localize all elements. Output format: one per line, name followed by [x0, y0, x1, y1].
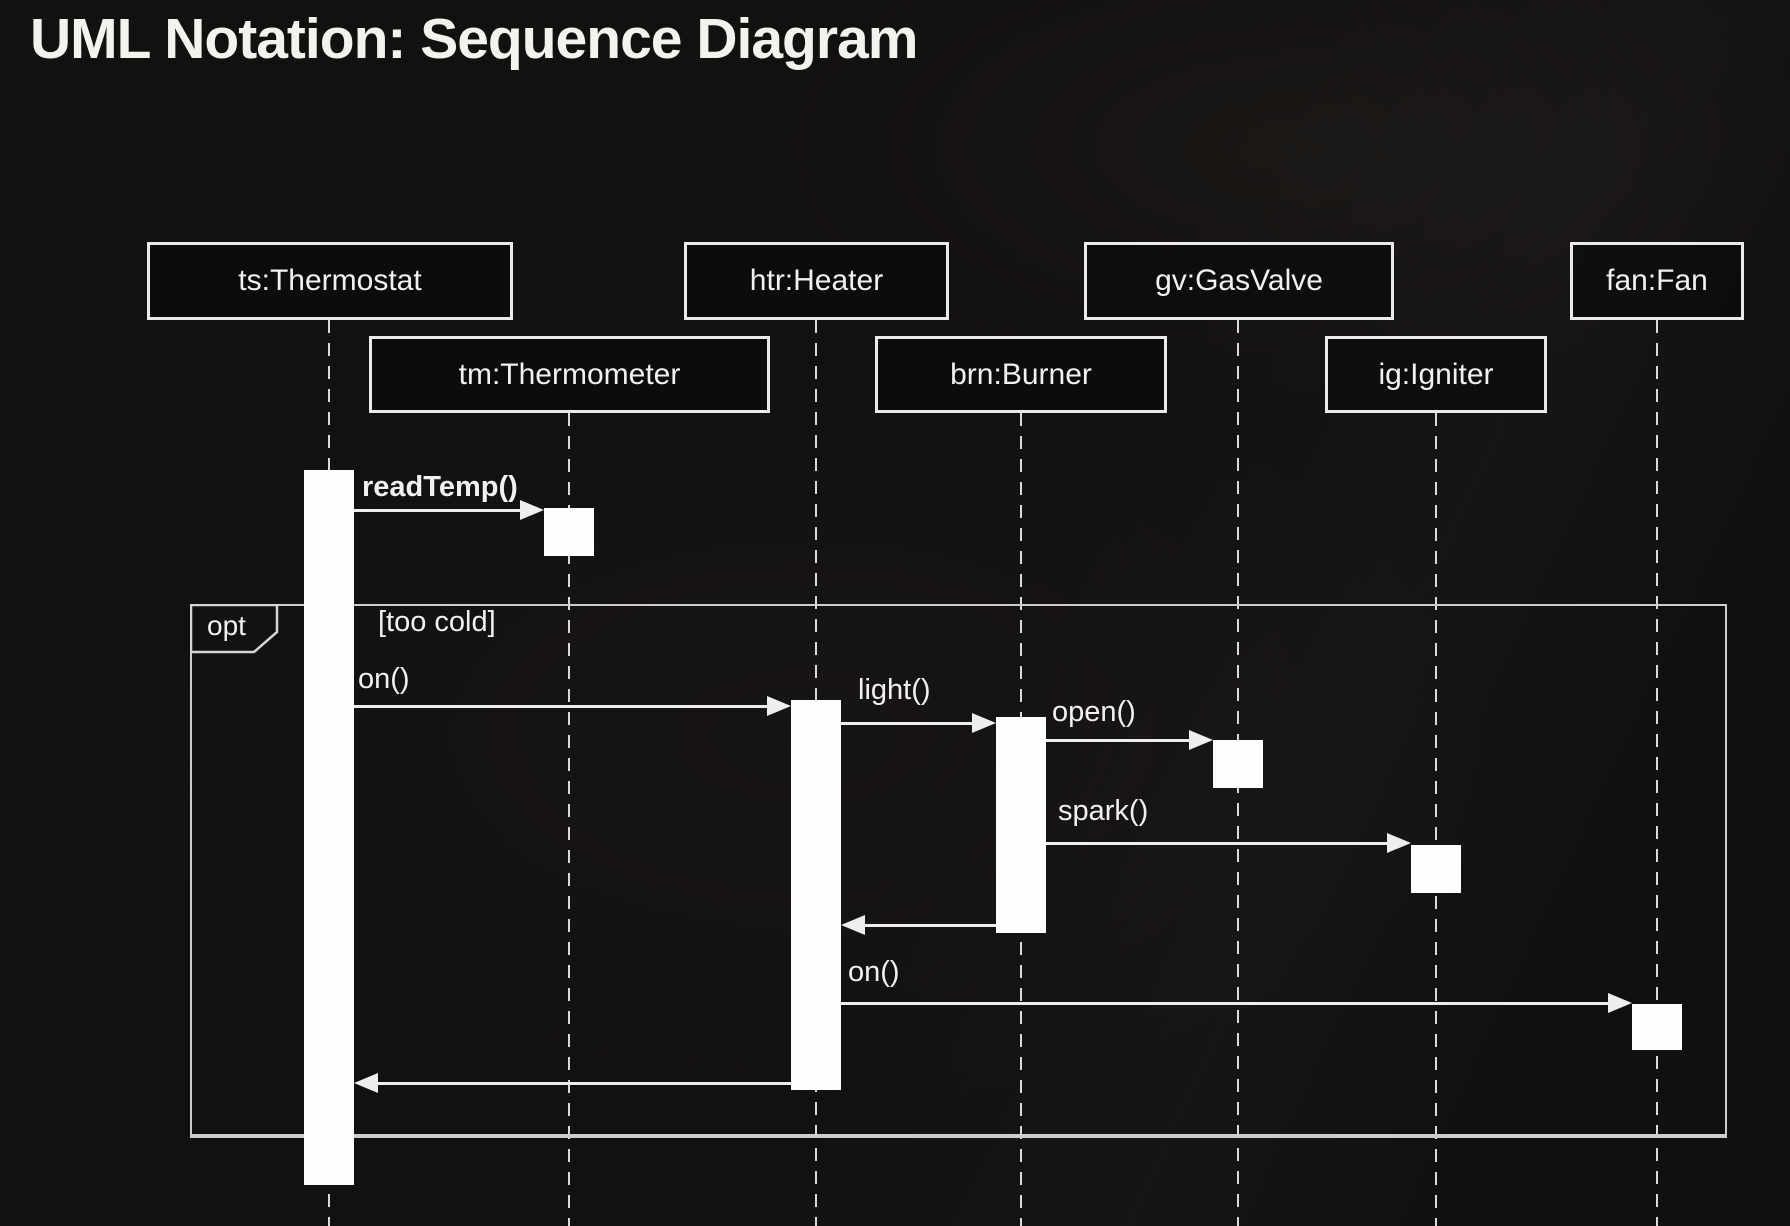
fragment-operator-label: opt	[207, 610, 246, 641]
message-line-light	[841, 722, 972, 725]
object-box-htr: htr:Heater	[684, 242, 949, 320]
message-arrowhead-readtemp	[520, 500, 544, 520]
object-box-fan: fan:Fan	[1570, 242, 1744, 320]
activation-htr	[791, 700, 841, 1090]
fragment-guard-label: [too cold]	[378, 606, 496, 638]
fragment-opt-frame	[190, 604, 1727, 1138]
activation-ig	[1411, 845, 1461, 893]
message-line-readtemp	[354, 509, 520, 512]
message-label-on-fan: on()	[848, 956, 900, 988]
object-label-gv: gv:GasValve	[1155, 264, 1323, 297]
object-label-ig: ig:Igniter	[1378, 357, 1494, 391]
object-box-tm: tm:Thermometer	[369, 336, 770, 413]
message-arrowhead-spark	[1387, 833, 1411, 853]
message-arrowhead-open	[1189, 730, 1213, 750]
activation-gv	[1213, 740, 1263, 788]
message-line-spark	[1046, 842, 1387, 845]
object-label-ts: ts:Thermostat	[238, 264, 422, 297]
message-line-open	[1046, 739, 1189, 742]
object-box-gv: gv:GasValve	[1084, 242, 1394, 320]
message-line-on-fan	[841, 1002, 1608, 1005]
object-label-fan: fan:Fan	[1606, 264, 1708, 297]
message-label-light: light()	[858, 674, 931, 706]
activation-ts	[304, 470, 354, 1185]
lifeline-ig	[1435, 413, 1437, 1226]
message-label-open: open()	[1052, 696, 1136, 728]
message-arrowhead-on-heater	[767, 696, 791, 716]
message-label-readtemp: readTemp()	[362, 471, 518, 503]
object-label-tm: tm:Thermometer	[458, 357, 681, 391]
object-label-brn: brn:Burner	[950, 357, 1092, 391]
message-arrowhead-burner-return	[841, 915, 865, 935]
activation-brn	[996, 717, 1046, 933]
message-label-on-heater: on()	[358, 663, 410, 695]
message-line-on-heater	[354, 705, 767, 708]
activation-tm	[544, 508, 594, 556]
object-box-ig: ig:Igniter	[1325, 336, 1547, 413]
fragment-pentagon-icon	[189, 603, 279, 654]
message-arrowhead-light	[972, 713, 996, 733]
slide-title: UML Notation: Sequence Diagram	[30, 7, 918, 71]
lifeline-tm	[568, 413, 570, 1226]
object-box-brn: brn:Burner	[875, 336, 1167, 413]
activation-fan	[1632, 1004, 1682, 1050]
message-line-heater-return	[378, 1082, 791, 1085]
lifeline-fan	[1656, 320, 1658, 1226]
message-arrowhead-on-fan	[1608, 993, 1632, 1013]
message-line-burner-return	[865, 924, 996, 927]
object-label-htr: htr:Heater	[749, 264, 884, 297]
message-arrowhead-heater-return	[354, 1073, 378, 1093]
object-box-ts: ts:Thermostat	[147, 242, 513, 320]
message-label-spark: spark()	[1058, 795, 1149, 827]
fragment-opt-pentagon	[189, 603, 281, 656]
